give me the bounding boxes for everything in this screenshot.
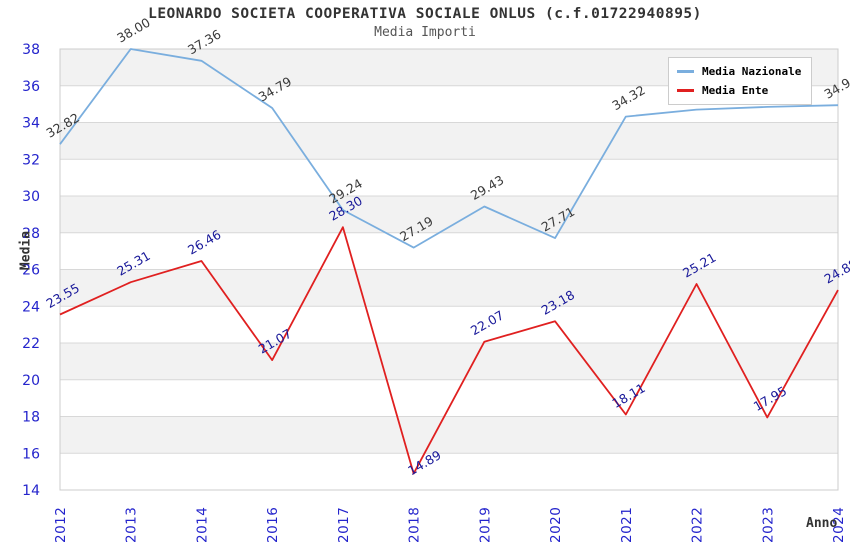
series-line-media-nazionale [59, 48, 839, 249]
x-tick-label: 2019 [477, 507, 493, 543]
y-tick-label: 26 [22, 263, 40, 279]
x-tick-label: 2013 [124, 507, 140, 543]
x-tick-label: 2012 [53, 507, 69, 543]
legend-item-media-ente: Media Ente [677, 84, 803, 97]
plot-border [59, 48, 839, 491]
x-tick-label: 2017 [336, 507, 352, 543]
x-tick-label: 2023 [760, 507, 776, 543]
background-band [60, 232, 838, 270]
y-tick-label: 14 [22, 483, 40, 499]
y-tick-label: 38 [22, 42, 40, 58]
legend-label-ente: Media Ente [702, 84, 769, 97]
y-tick-label: 20 [22, 373, 40, 389]
x-tick-label: 2014 [194, 507, 210, 543]
x-tick-label: 2021 [619, 507, 635, 543]
y-tick-label: 34 [22, 116, 40, 132]
data-label: 38.00 [114, 15, 153, 46]
background-band [60, 453, 838, 490]
x-tick-label: 2018 [407, 507, 423, 543]
y-tick-label: 22 [22, 336, 40, 352]
y-tick-label: 30 [22, 189, 40, 205]
y-tick-label: 36 [22, 79, 40, 95]
x-axis-title: Anno [806, 516, 838, 531]
legend-label-nazionale: Media Nazionale [702, 65, 802, 78]
x-tick-label: 2016 [265, 507, 281, 543]
x-tick-label: 2020 [548, 507, 564, 543]
legend-item-media-nazionale: Media Nazionale [677, 65, 803, 78]
background-band [60, 343, 838, 380]
background-band [60, 306, 838, 343]
x-tick-label: 2024 [831, 507, 847, 543]
series-line-media-ente [59, 226, 839, 475]
x-tick-label: 2022 [690, 507, 706, 543]
background-band [60, 269, 838, 307]
y-axis-title: Media [18, 230, 34, 271]
y-tick-label: 28 [22, 226, 40, 242]
background-band [60, 379, 838, 417]
y-tick-label: 16 [22, 446, 40, 462]
background-band [60, 159, 838, 196]
background-band [60, 416, 838, 454]
y-tick-label: 24 [22, 299, 40, 315]
y-tick-label: 18 [22, 410, 40, 426]
legend-line-swatch-nazionale [677, 70, 694, 73]
legend: Media Nazionale Media Ente [668, 57, 812, 105]
chart-title: LEONARDO SOCIETA COOPERATIVA SOCIALE ONL… [148, 6, 702, 22]
chart-subtitle: Media Importi [374, 25, 476, 40]
background-band [60, 122, 838, 160]
legend-line-swatch-ente [677, 89, 694, 92]
y-tick-label: 32 [22, 152, 40, 168]
